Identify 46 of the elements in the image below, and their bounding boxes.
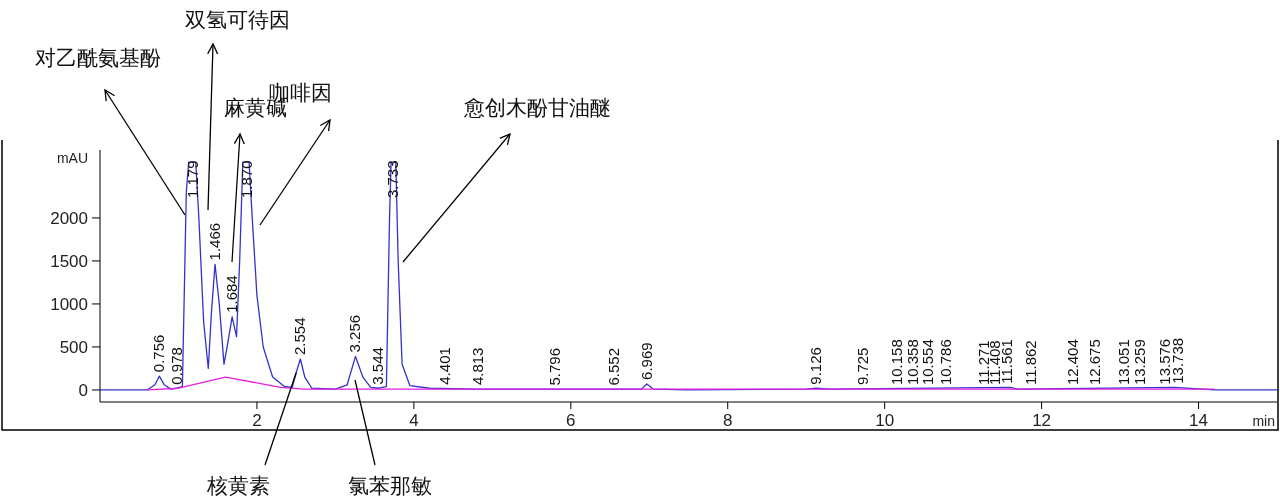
annotation: 11.862 [1021,340,1039,386]
text: 对乙酰氨基酚 [35,46,161,69]
annotation: 3.256 [346,314,364,353]
annotation: 4.401 [436,347,454,385]
annotation: 1.684 [223,275,241,313]
annotation: 12.675 [1085,339,1103,386]
x-axis-title: min [1252,413,1275,429]
annotation: 核黄素 [205,474,270,497]
y-tick-label: 500 [59,337,88,357]
y-axis-title: mAU [56,150,88,166]
x-tick-label: 10 [875,411,895,430]
text: 愈创木酚甘油醚 [462,96,611,119]
annotation: 6.552 [605,347,623,386]
annotation: 10.554 [919,339,937,386]
y-tick-label: 1500 [50,251,88,271]
annotation: 1.179 [183,160,201,198]
annotation: 10.358 [903,339,921,386]
annotation: 1.870 [237,160,255,198]
text: 双氢可待因 [184,8,290,31]
annotation: 1.466 [206,222,224,261]
y-tick-label: 2000 [50,208,88,228]
annotation: 10.786 [937,339,955,386]
x-tick-label: 6 [566,411,576,430]
annotation: 13.259 [1131,339,1149,386]
x-tick-label: 14 [1189,411,1208,430]
annotation: 2.554 [291,317,309,355]
annotation: 9.126 [807,347,825,385]
annotation: 13.576 [1156,338,1174,385]
annotation: 10.158 [888,339,906,386]
annotation: 6.969 [637,342,655,380]
x-tick-label: 2 [252,411,262,430]
text: 氯苯那敏 [348,474,432,497]
annotation: 13.051 [1115,339,1133,386]
x-tick-label: 12 [1032,411,1052,430]
annotation: 3.733 [383,160,401,198]
x-tick-label: 4 [409,411,419,430]
annotation: 5.796 [545,347,563,386]
annotation: 0.756 [150,334,168,373]
y-tick-label: 1000 [50,294,88,314]
annotation: 0.978 [167,347,185,385]
annotation: 4.813 [468,347,486,386]
y-tick-label: 0 [78,380,88,400]
x-tick-label: 8 [723,411,733,430]
annotation: 3.544 [369,347,387,385]
annotation: 9.725 [854,347,872,386]
annotation: 12.404 [1064,339,1082,386]
